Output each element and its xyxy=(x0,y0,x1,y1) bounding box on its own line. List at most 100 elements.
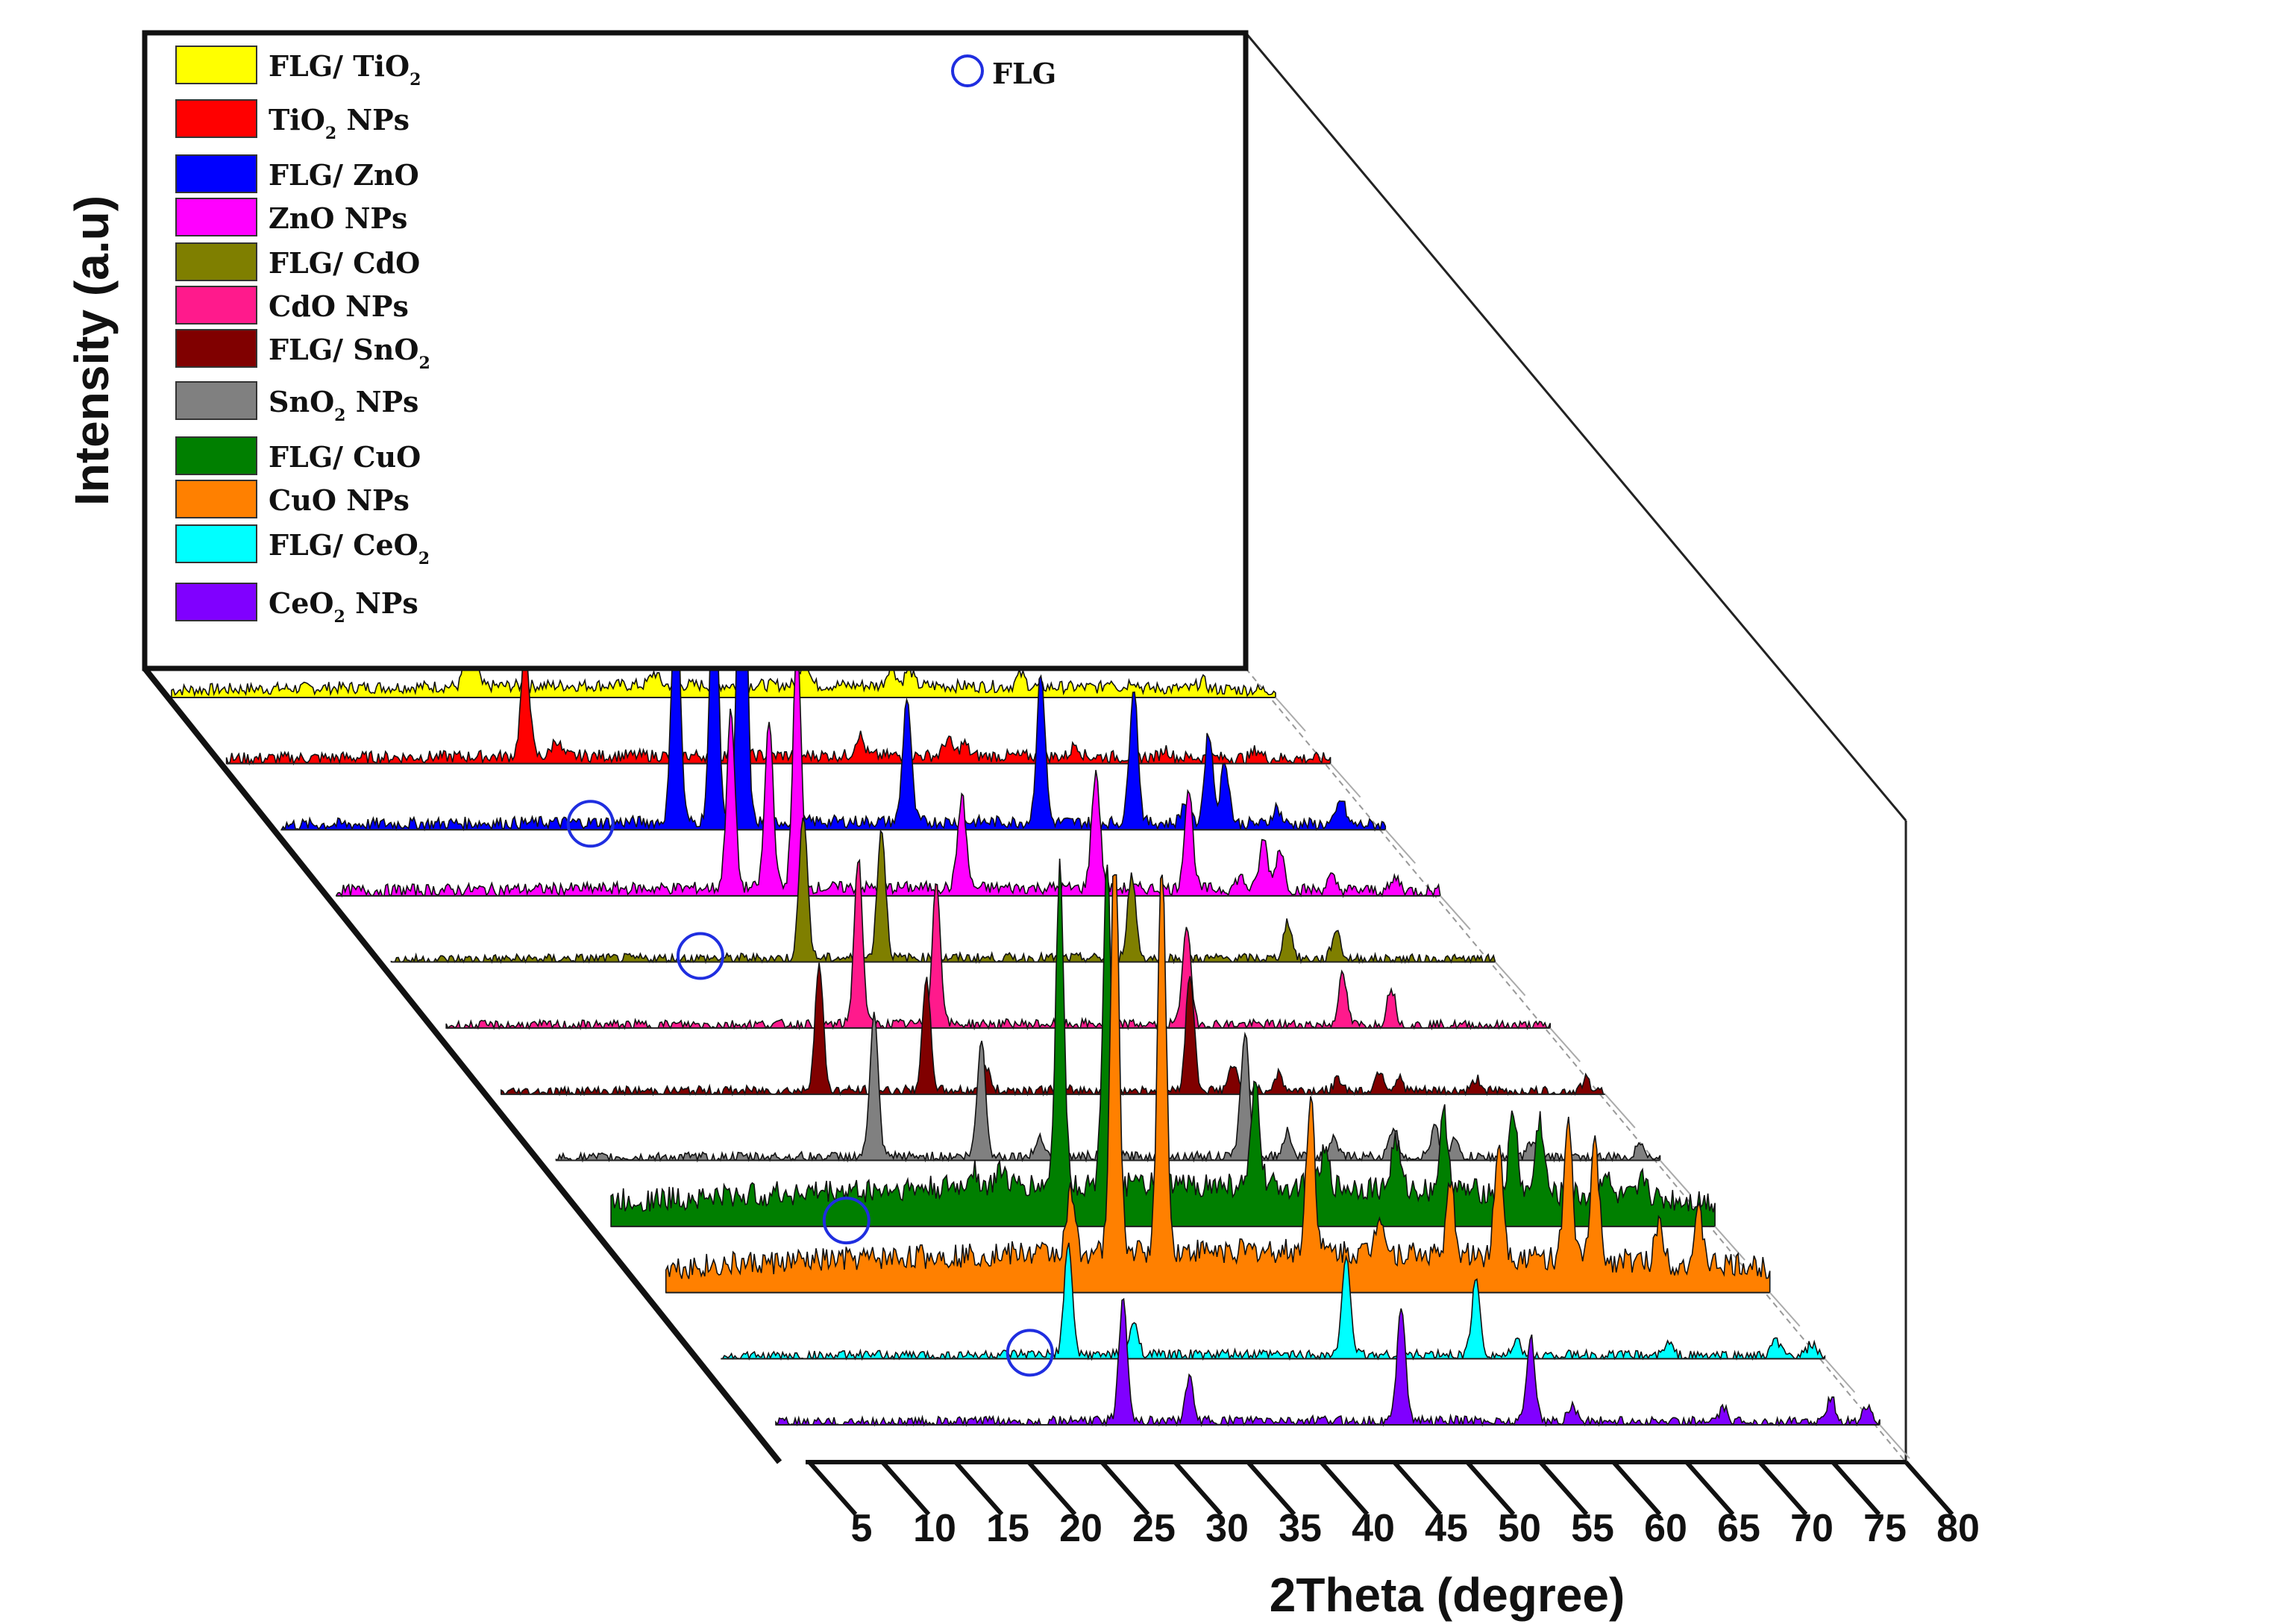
trace-flg-zno xyxy=(280,412,1387,832)
x-tick-label-75: 75 xyxy=(1863,1507,1907,1550)
legend-items: FLG/ TiO2 TiO2 NPs FLG/ ZnO ZnO NPs FLG/ CdO… xyxy=(175,46,430,627)
flg-marker-flg-cdo-0 xyxy=(676,932,724,980)
series-traces xyxy=(171,412,1910,1459)
legend-item-cdo-nps: CdO NPs xyxy=(175,286,409,325)
legend-swatch-flg-cuo xyxy=(175,436,257,475)
x-tick-label-35: 35 xyxy=(1279,1507,1322,1550)
legend-item-ceo2-nps: CeO2 NPs xyxy=(175,583,418,627)
legend-label-flg-cuo: FLG/ CuO xyxy=(269,440,421,474)
depth-guide-cuo-nps xyxy=(1769,1292,1801,1327)
legend-label-flg-sno2: FLG/ SnO2 xyxy=(269,333,430,373)
legend-border xyxy=(142,30,1249,671)
x-tick-80 xyxy=(1904,1461,1954,1516)
x-axis-ticks: 5 10 15 20 25 30 35 40 45 50 55 60 65 70 75 80 xyxy=(807,1461,1980,1550)
legend-box xyxy=(145,33,1246,668)
legend-item-tio2-nps: TiO2 NPs xyxy=(175,99,410,143)
trace-ceo2-nps xyxy=(775,1297,1880,1428)
x-tick-35 xyxy=(1246,1461,1296,1516)
legend-label-tio2-nps: TiO2 NPs xyxy=(269,103,410,143)
legend-label-cuo-nps: CuO NPs xyxy=(269,483,410,517)
legend-item-flg-cdo: FLG/ CdO xyxy=(175,242,420,281)
legend-label-sno2-nps: SnO2 NPs xyxy=(269,385,418,425)
series-zno-nps xyxy=(336,645,1471,930)
depth-guide-flg-cdo xyxy=(1494,961,1526,997)
series-flg-sno2 xyxy=(501,962,1636,1129)
trace-cdo-nps xyxy=(445,858,1551,1031)
depth-guide-flg-sno2 xyxy=(1605,1094,1636,1129)
trace-flg-ceo2 xyxy=(721,1242,1826,1361)
x-tick-70 xyxy=(1757,1461,1808,1516)
flg-marker-flg-ceo2-0 xyxy=(1006,1329,1054,1377)
legend-label-zno-nps: ZnO NPs xyxy=(269,201,407,235)
legend-swatch-flg-tio2 xyxy=(175,46,257,84)
trace-tio2-nps xyxy=(225,642,1331,766)
x-tick-30 xyxy=(1173,1461,1223,1516)
depth-guide-flg-ceo2 xyxy=(1824,1358,1856,1393)
depth-guide-zno-nps xyxy=(1440,895,1471,930)
legend-item-flg-cuo: FLG/ CuO xyxy=(175,436,421,475)
x-tick-60 xyxy=(1611,1461,1662,1516)
marker-legend: FLG xyxy=(951,54,1056,90)
legend-swatch-cuo-nps xyxy=(175,480,257,518)
x-tick-label-20: 20 xyxy=(1059,1507,1102,1550)
legend-swatch-cdo-nps xyxy=(175,286,257,325)
legend-item-flg-sno2: FLG/ SnO2 xyxy=(175,329,430,373)
x-tick-40 xyxy=(1319,1461,1370,1516)
legend-item-zno-nps: ZnO NPs xyxy=(175,198,407,236)
series-cdo-nps xyxy=(445,858,1581,1062)
x-axis-title: 2Theta (degree) xyxy=(1270,1568,1625,1622)
depth-guide-flg-cuo xyxy=(1714,1226,1745,1261)
flg-marker-flg-zno-0 xyxy=(566,800,615,848)
x-tick-20 xyxy=(1026,1461,1077,1516)
marker-legend-label: FLG xyxy=(992,57,1056,90)
x-tick-label-80: 80 xyxy=(1936,1507,1980,1550)
legend-swatch-flg-cdo xyxy=(175,242,257,281)
frame-left-edge xyxy=(142,666,782,1464)
x-tick-15 xyxy=(953,1461,1004,1516)
x-tick-10 xyxy=(880,1461,931,1516)
x-tick-75 xyxy=(1831,1461,1881,1516)
series-ceo2-nps xyxy=(775,1297,1910,1459)
x-tick-25 xyxy=(1100,1461,1150,1516)
x-tick-label-60: 60 xyxy=(1644,1507,1687,1550)
x-tick-65 xyxy=(1684,1461,1735,1516)
x-tick-50 xyxy=(1465,1461,1516,1516)
legend-label-flg-tio2: FLG/ TiO2 xyxy=(269,49,421,90)
legend-item-flg-zno: FLG/ ZnO xyxy=(175,154,419,193)
marker-legend-circle-icon xyxy=(951,54,984,87)
legend-label-flg-ceo2: FLG/ CeO2 xyxy=(269,528,430,568)
x-tick-label-65: 65 xyxy=(1717,1507,1760,1550)
depth-guide-flg-tio2 xyxy=(1275,697,1306,732)
series-cuo-nps xyxy=(665,874,1801,1327)
legend-swatch-sno2-nps xyxy=(175,381,257,420)
legend xyxy=(145,33,1246,668)
chart-frame xyxy=(142,32,1907,1464)
series-flg-cuo xyxy=(610,858,1745,1261)
flg-markers xyxy=(566,800,1054,1377)
depth-guide-tio2-nps xyxy=(1329,762,1361,798)
legend-label-flg-cdo: FLG/ CdO xyxy=(269,246,420,280)
legend-swatch-tio2-nps xyxy=(175,99,257,138)
x-tick-label-15: 15 xyxy=(986,1507,1029,1550)
frame-back-right-edge xyxy=(1245,668,1907,1463)
x-tick-label-30: 30 xyxy=(1205,1507,1249,1550)
series-sno2-nps xyxy=(555,1012,1691,1195)
series-flg-ceo2 xyxy=(721,1242,1856,1393)
series-flg-cdo xyxy=(390,817,1526,997)
trace-flg-tio2 xyxy=(171,563,1276,698)
x-tick-label-10: 10 xyxy=(913,1507,956,1550)
depth-guide-ceo2-nps xyxy=(1879,1424,1910,1459)
legend-item-cuo-nps: CuO NPs xyxy=(175,480,410,518)
x-tick-55 xyxy=(1538,1461,1589,1516)
flg-marker-flg-cuo-0 xyxy=(822,1197,871,1245)
series-flg-tio2 xyxy=(171,563,1306,732)
x-tick-label-25: 25 xyxy=(1132,1507,1176,1550)
legend-item-flg-ceo2: FLG/ CeO2 xyxy=(175,524,430,568)
series-flg-zno xyxy=(280,412,1417,864)
legend-swatch-flg-ceo2 xyxy=(175,524,257,563)
legend-swatch-flg-sno2 xyxy=(175,329,257,368)
x-tick-45 xyxy=(1392,1461,1443,1516)
legend-label-flg-zno: FLG/ ZnO xyxy=(269,158,419,192)
x-tick-label-70: 70 xyxy=(1790,1507,1834,1550)
